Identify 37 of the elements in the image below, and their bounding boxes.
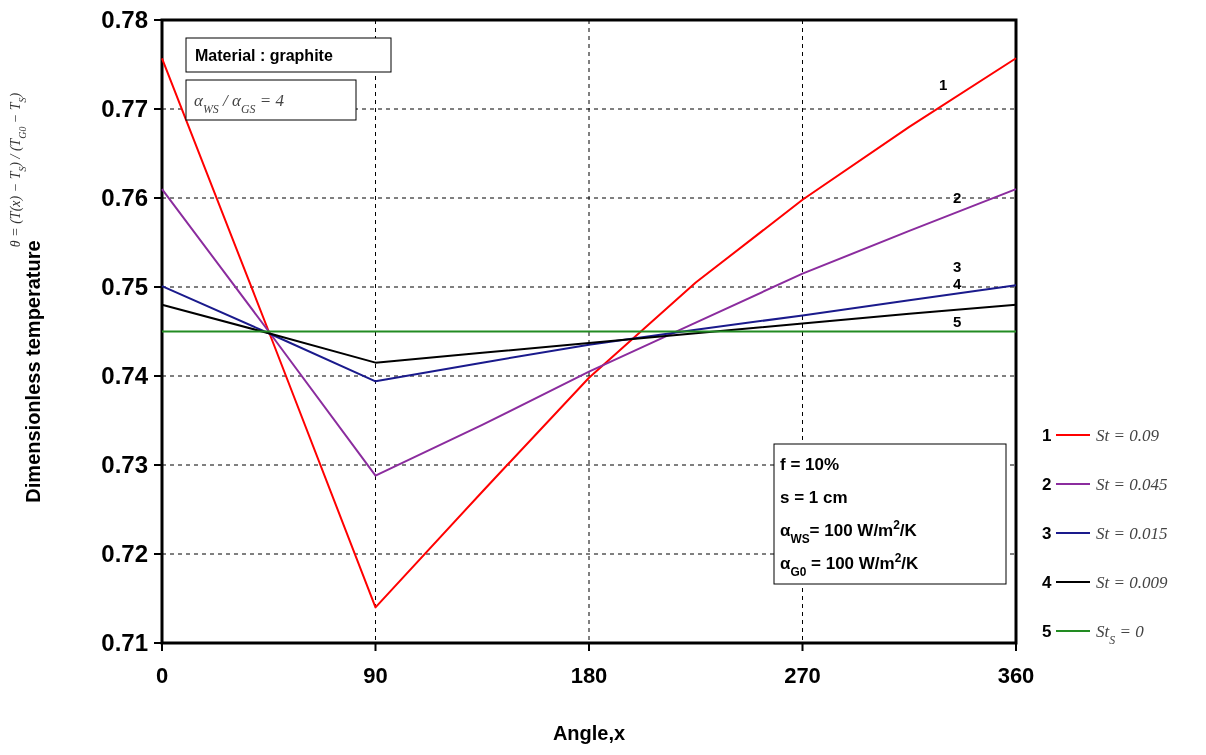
x-axis-title: Angle,x bbox=[552, 722, 626, 744]
text: 2 bbox=[1042, 474, 1052, 494]
annotation: α$_{WS}$ / α$_{GS}$ = 4 bbox=[194, 91, 285, 116]
text: 4 bbox=[1042, 572, 1052, 592]
y-axis-title: Dimensionless temperature bbox=[22, 240, 44, 503]
annotation: 2 bbox=[953, 189, 962, 207]
legend-label: St = 0.009 bbox=[1096, 572, 1168, 592]
y-tick-label: 0.72 bbox=[101, 540, 148, 568]
annotation: 1 bbox=[939, 75, 948, 93]
x-tick-label: 0 bbox=[155, 663, 169, 688]
line-series bbox=[161, 188, 1017, 477]
annotation: α$_{G0}$ = 100 W/m$^{2}$/K bbox=[780, 551, 920, 579]
text: 5 bbox=[1042, 621, 1052, 641]
annotation: 3 bbox=[953, 257, 962, 275]
annotation: 4 bbox=[953, 274, 963, 292]
y-tick-label: 0.78 bbox=[101, 6, 148, 34]
annotation: f = 10% bbox=[780, 455, 840, 474]
annotation: Material : graphite bbox=[195, 47, 333, 64]
legend-label: St = 0.045 bbox=[1096, 474, 1168, 494]
y-tick-label: 0.77 bbox=[101, 95, 148, 123]
legend-label: St = 0.015 bbox=[1096, 523, 1168, 543]
x-tick-label: 90 bbox=[363, 663, 388, 688]
annotation: s = 1 cm bbox=[780, 488, 848, 507]
x-tick-label: 360 bbox=[997, 663, 1035, 688]
y-tick-label: 0.75 bbox=[101, 273, 148, 301]
annotation: α$_{WS}$= 100 W/m$^{2}$/K bbox=[780, 518, 918, 546]
y-tick-label: 0.74 bbox=[101, 362, 149, 390]
y-tick-label: 0.71 bbox=[101, 629, 148, 657]
legend-label: St = 0.09 bbox=[1096, 425, 1160, 445]
legend-label: St$_{S}$ = 0 bbox=[1096, 621, 1145, 647]
annotation: 5 bbox=[953, 312, 962, 330]
text: 3 bbox=[1042, 523, 1052, 543]
y-tick-label: 0.73 bbox=[101, 451, 148, 479]
x-tick-label: 270 bbox=[784, 663, 821, 688]
x-tick-label: 180 bbox=[570, 663, 608, 688]
y-tick-label: 0.76 bbox=[101, 184, 148, 212]
text: 1 bbox=[1042, 425, 1052, 445]
